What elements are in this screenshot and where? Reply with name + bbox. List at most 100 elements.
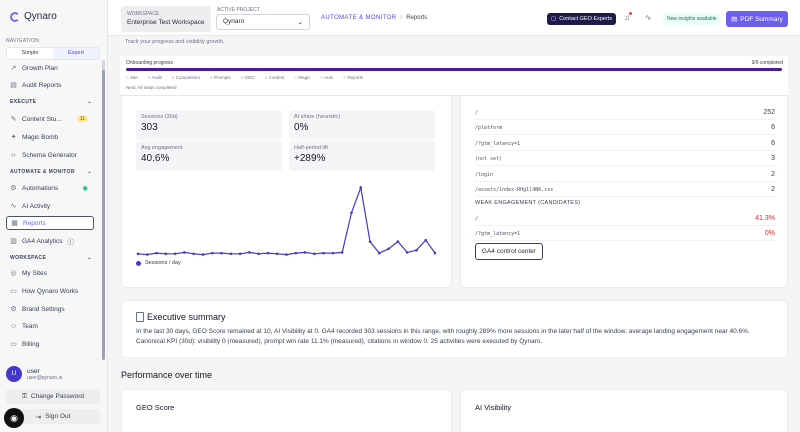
data-point[interactable]: [173, 252, 177, 256]
data-point[interactable]: [294, 251, 298, 255]
data-point[interactable]: [405, 251, 409, 254]
sidebar-item-automations[interactable]: ⚙ Automations ◉: [6, 181, 94, 195]
section-automate[interactable]: AUTOMATE & MONITOR ⌄: [10, 169, 92, 175]
activity-icon[interactable]: ∿: [645, 13, 652, 22]
data-point[interactable]: [183, 251, 186, 254]
data-point[interactable]: [303, 251, 307, 254]
sidebar-item-magic-bomb[interactable]: ✦ Magic Bomb: [6, 130, 94, 144]
file-icon: ▤: [10, 81, 17, 89]
data-point[interactable]: [248, 251, 251, 254]
data-point[interactable]: [322, 251, 325, 255]
data-point[interactable]: [285, 253, 288, 256]
step-competitors[interactable]: ○ Competitors: [171, 75, 200, 80]
data-point[interactable]: [350, 211, 353, 215]
sidebar-item-label: Content Stu...: [22, 115, 62, 123]
sidebar-item-growth-plan[interactable]: ↗ Growth Plan: [6, 61, 94, 75]
data-point[interactable]: [257, 252, 260, 256]
row-value: 6: [771, 140, 775, 147]
data-point[interactable]: [192, 252, 195, 256]
section-label: WORKSPACE: [10, 255, 47, 261]
project-select[interactable]: Qynaro ⌄: [216, 14, 310, 30]
bell-icon[interactable]: ♫: [624, 13, 630, 22]
sign-out-button[interactable]: ⇥ Sign Out: [6, 409, 100, 424]
contact-geo-experts-button[interactable]: ▢ Contact GEO Experts: [547, 13, 617, 25]
row-value: 41.3%: [755, 215, 775, 222]
data-point[interactable]: [210, 251, 214, 255]
stat-ai-share: AI share (heuristic) 0%: [289, 110, 435, 140]
data-point[interactable]: [275, 252, 279, 256]
sidebar-item-brand-settings[interactable]: ⚙ Brand Settings: [6, 302, 94, 316]
breadcrumb-separator: /: [400, 15, 403, 21]
sidebar-item-team[interactable]: ☺ Team: [6, 319, 94, 333]
sidebar-item-schema-generator[interactable]: ‹› Schema Generator: [6, 148, 94, 162]
data-point[interactable]: [313, 252, 316, 256]
step-magic[interactable]: ○ Magic: [294, 75, 311, 80]
data-point[interactable]: [396, 240, 400, 243]
sidebar-item-content-studio[interactable]: ✎ Content Stu... 11: [6, 112, 94, 126]
step-auto[interactable]: ○ Auto: [320, 75, 334, 80]
geo-score-card: GEO Score: [121, 389, 452, 432]
data-point[interactable]: [368, 240, 372, 243]
data-point[interactable]: [229, 252, 233, 256]
mode-toggle: Simple Expert: [6, 47, 100, 60]
pdf-summary-button[interactable]: ▤ PDF Summary: [726, 11, 788, 27]
step-reports[interactable]: ○ Reports: [343, 75, 364, 80]
card-icon: ▭: [10, 340, 17, 348]
data-point[interactable]: [145, 253, 149, 256]
row-path: /?gtm_latency=1: [475, 230, 521, 237]
mode-expert[interactable]: Expert: [53, 48, 99, 59]
sidebar-item-my-sites[interactable]: ◎ My Sites: [6, 266, 94, 280]
step-site[interactable]: ○ Site: [126, 75, 138, 80]
mode-simple[interactable]: Simple: [21, 50, 39, 56]
user-profile[interactable]: U user user@qynaro.ai: [6, 366, 62, 382]
row-path: /?gtm_latency=1: [475, 140, 521, 147]
data-point[interactable]: [340, 251, 344, 254]
data-point[interactable]: [164, 252, 168, 256]
data-point[interactable]: [238, 252, 242, 256]
sidebar-scrollbar-thumb[interactable]: [102, 70, 105, 360]
workspace-switcher[interactable]: Workspace Enterprise Test Workspace: [121, 6, 211, 32]
stat-value: 0%: [294, 122, 309, 133]
data-point[interactable]: [136, 252, 140, 256]
table-row: / 252: [475, 106, 775, 120]
data-point[interactable]: [331, 251, 335, 255]
sidebar-item-label: Audit Reports: [22, 81, 62, 89]
data-point[interactable]: [266, 251, 270, 255]
stat-value: 303: [141, 122, 158, 133]
data-point[interactable]: [201, 253, 205, 256]
sidebar-item-label: Growth Plan: [22, 64, 58, 72]
data-point[interactable]: [220, 251, 223, 255]
data-point[interactable]: [424, 238, 428, 242]
step-prompts[interactable]: ○ Prompts: [209, 75, 231, 80]
ga4-control-center-button[interactable]: GA4 control center: [475, 243, 543, 260]
sidebar-item-label: Brand Settings: [22, 305, 65, 313]
sidebar-item-reports[interactable]: ▦ Reports: [6, 216, 94, 230]
section-workspace[interactable]: WORKSPACE ⌄: [10, 255, 92, 261]
sidebar-item-billing[interactable]: ▭ Billing: [6, 337, 94, 351]
chat-launcher-button[interactable]: ◉: [4, 408, 24, 428]
data-point[interactable]: [155, 251, 158, 255]
data-point[interactable]: [359, 186, 363, 189]
logo[interactable]: Qynaro: [10, 11, 57, 22]
executive-summary-body: In the last 30 days, GEO Score remained …: [136, 328, 750, 345]
row-path: (not set): [475, 155, 503, 162]
section-execute[interactable]: EXECUTE ⌄: [10, 99, 92, 105]
sidebar-item-ga4-analytics[interactable]: ▥ GA4 Analytics ⓘ: [6, 234, 94, 248]
insights-badge[interactable]: New insights available: [662, 13, 722, 25]
data-point[interactable]: [378, 251, 381, 255]
breadcrumb-section[interactable]: Automate & Monitor: [321, 15, 397, 21]
stat-label: Avg engagement: [141, 145, 183, 151]
sidebar-item-how-it-works[interactable]: ▭ How Qynaro Works: [6, 284, 94, 298]
sidebar-item-audit-reports[interactable]: ▤ Audit Reports: [6, 78, 94, 92]
sidebar-item-ai-activity[interactable]: ∿ AI Activity: [6, 199, 94, 213]
change-password-button[interactable]: ⚿ Change Password: [6, 389, 100, 404]
data-point[interactable]: [415, 248, 418, 252]
row-path: /platform: [475, 124, 503, 131]
data-point[interactable]: [433, 251, 437, 255]
data-point[interactable]: [387, 247, 390, 251]
sidebar: Qynaro Navigation Simple Expert ↗ Growth…: [0, 0, 108, 432]
legend-dot-icon: [136, 260, 141, 266]
step-content[interactable]: ○ Content: [264, 75, 285, 80]
step-audit[interactable]: ○ Audit: [147, 75, 162, 80]
step-geo[interactable]: ○ GEO: [240, 75, 255, 80]
